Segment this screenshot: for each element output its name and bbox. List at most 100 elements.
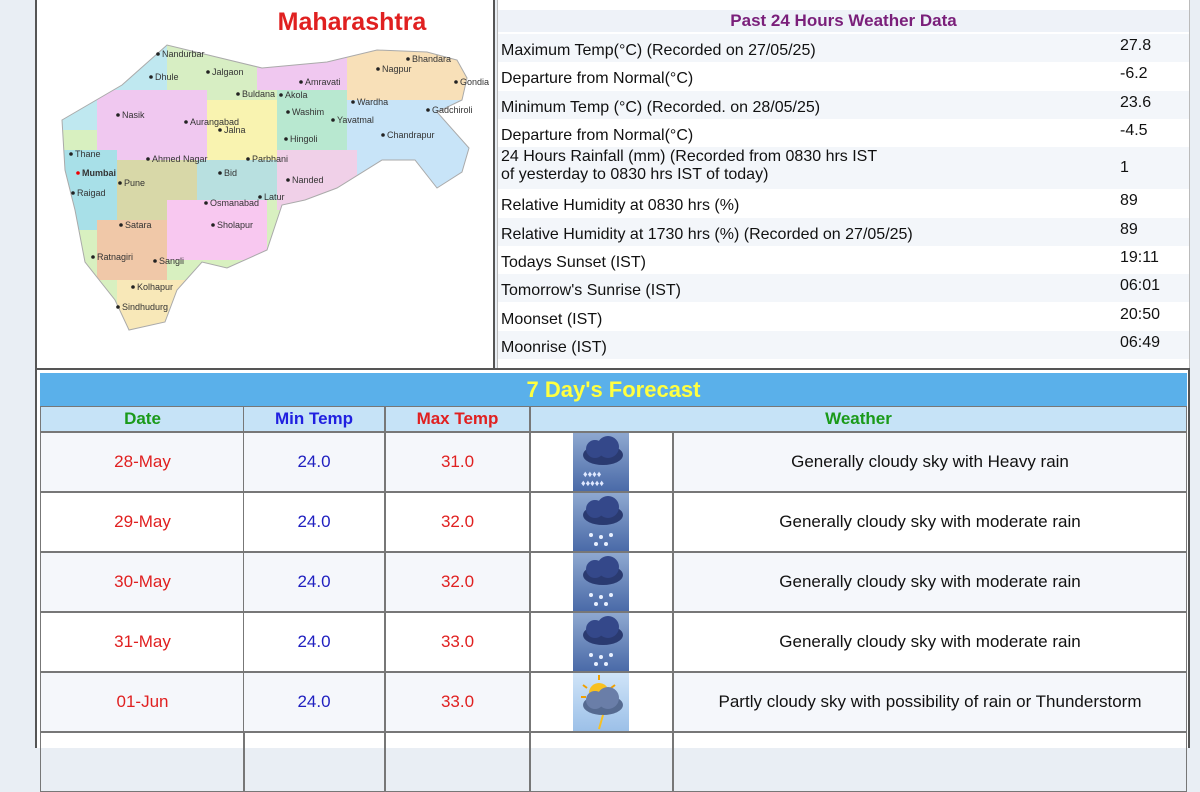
- row-value: 06:01: [1120, 277, 1161, 295]
- city-label: Nanded: [292, 175, 324, 185]
- city-dot: [116, 113, 120, 117]
- forecast-min: 24.0: [243, 672, 385, 732]
- forecast-weather: Generally cloudy sky with moderate rain: [673, 612, 1187, 672]
- city-dot: [246, 157, 250, 161]
- data-row: Relative Humidity at 1730 hrs (%) (Recor…: [498, 217, 1189, 246]
- city-dot: [406, 57, 410, 61]
- forecast-title: 7 Day's Forecast: [40, 373, 1187, 406]
- city-label: Parbhani: [252, 154, 288, 164]
- city-dot: [119, 223, 123, 227]
- city-label: Bhandara: [412, 54, 451, 64]
- city-dot: [284, 137, 288, 141]
- city-label: Bid: [224, 168, 237, 178]
- city-label: Hingoli: [290, 134, 318, 144]
- empty-cell: [40, 732, 245, 792]
- row-value: 23.6: [1120, 93, 1152, 111]
- city-dot: [116, 305, 120, 309]
- city-dot: [258, 195, 262, 199]
- forecast-date: 01-Jun: [40, 672, 245, 732]
- city-dot: [149, 75, 153, 79]
- past-title: Past 24 Hours Weather Data: [498, 10, 1189, 32]
- city-dot: [69, 152, 73, 156]
- column-header: Min Temp: [243, 406, 385, 432]
- row-label: Minimum Temp (°C) (Recorded. on 28/05/25…: [501, 98, 821, 116]
- row-label: Relative Humidity at 0830 hrs (%): [501, 197, 740, 215]
- forecast-max: 32.0: [385, 492, 530, 552]
- city-dot: [91, 255, 95, 259]
- city-dot: [131, 285, 135, 289]
- svg-text:♦♦♦♦: ♦♦♦♦: [583, 469, 602, 479]
- page: Maharashtra Nandurbar Dhule Jalgaon Buldana…: [35, 0, 1190, 792]
- city-dot: [218, 171, 222, 175]
- city-label: Jalna: [224, 125, 246, 135]
- weather-icon: [530, 492, 673, 552]
- data-row: Relative Humidity at 0830 hrs (%) 89: [498, 189, 1189, 218]
- forecast-weather: Generally cloudy sky with moderate rain: [673, 492, 1187, 552]
- city-label: Nagpur: [382, 64, 412, 74]
- forecast-max: 33.0: [385, 672, 530, 732]
- row-label: of yesterday to 0830 hrs IST of today): [501, 166, 769, 184]
- city-label: Gondia: [460, 77, 489, 87]
- city-label: Jalgaon: [212, 67, 244, 77]
- city-label: Satara: [125, 220, 152, 230]
- data-row: Tomorrow's Sunrise (IST) 06:01: [498, 274, 1189, 303]
- city-label: Latur: [264, 192, 285, 202]
- city-label: Kolhapur: [137, 282, 173, 292]
- row-value: 27.8: [1120, 37, 1152, 55]
- empty-cell: [673, 732, 1187, 792]
- empty-cell: [385, 732, 530, 792]
- forecast-weather: Generally cloudy sky with moderate rain: [673, 552, 1187, 612]
- row-value: 19:11: [1120, 248, 1159, 266]
- row-label: Tomorrow's Sunrise (IST): [501, 282, 681, 300]
- city-dot: [236, 92, 240, 96]
- city-label: Wardha: [357, 97, 388, 107]
- forecast-max: 32.0: [385, 552, 530, 612]
- city-dot: [331, 118, 335, 122]
- city-label: Washim: [292, 107, 324, 117]
- data-row: 24 Hours Rainfall (mm) (Recorded from 08…: [498, 147, 1189, 190]
- row-label: Departure from Normal(°C): [501, 70, 694, 88]
- city-dot: [206, 70, 210, 74]
- row-value: 1: [1120, 159, 1129, 177]
- forecast-min: 24.0: [243, 492, 385, 552]
- city-label: Ahmed Nagar: [152, 154, 208, 164]
- city-dot: [184, 120, 188, 124]
- weather-icon: [530, 612, 673, 672]
- city-label: Osmanabad: [210, 198, 259, 208]
- city-dot: [376, 67, 380, 71]
- city-dot: [426, 108, 430, 112]
- row-label: Todays Sunset (IST): [501, 253, 646, 271]
- city-dot: [146, 157, 150, 161]
- city-label: Sangli: [159, 256, 184, 266]
- row-label: Relative Humidity at 1730 hrs (%) (Recor…: [501, 225, 913, 243]
- city-dot: [156, 52, 160, 56]
- city-label: Aurangabad: [190, 117, 239, 127]
- data-row: Moonset (IST) 20:50: [498, 302, 1189, 331]
- data-row: Minimum Temp (°C) (Recorded. on 28/05/25…: [498, 90, 1189, 119]
- row-value: 89: [1120, 220, 1138, 238]
- data-row: Todays Sunset (IST) 19:11: [498, 245, 1189, 275]
- city-label: Ratnagiri: [97, 252, 133, 262]
- city-dot: [299, 80, 303, 84]
- map-title: Maharashtra: [278, 8, 428, 36]
- data-row: Maximum Temp(°C) (Recorded on 27/05/25) 2…: [498, 34, 1189, 63]
- city-dot: [218, 128, 222, 132]
- row-label: Moonset (IST): [501, 310, 603, 328]
- past-24h-panel: Past 24 Hours Weather Data Maximum Temp(…: [497, 0, 1190, 368]
- row-value: -4.5: [1120, 122, 1148, 140]
- city-label: Chandrapur: [387, 130, 435, 140]
- city-dot: [279, 93, 283, 97]
- row-label: Moonrise (IST): [501, 338, 607, 356]
- column-header: Weather: [530, 406, 1187, 432]
- forecast-min: 24.0: [243, 552, 385, 612]
- city-dot: [118, 181, 122, 185]
- weather-icon: ♦♦♦♦ ♦♦♦♦♦: [530, 432, 673, 492]
- row-label: 24 Hours Rainfall (mm) (Recorded from 08…: [501, 148, 878, 166]
- forecast-min: 24.0: [243, 432, 385, 492]
- forecast-date: 31-May: [40, 612, 245, 672]
- forecast-table: 7 Day's Forecast Date Min Temp Max Temp Wea…: [35, 368, 1190, 792]
- city-label: Sholapur: [217, 220, 253, 230]
- city-label: Thane: [75, 149, 101, 159]
- city-dot: [286, 178, 290, 182]
- row-label: Maximum Temp(°C) (Recorded on 27/05/25): [501, 42, 816, 60]
